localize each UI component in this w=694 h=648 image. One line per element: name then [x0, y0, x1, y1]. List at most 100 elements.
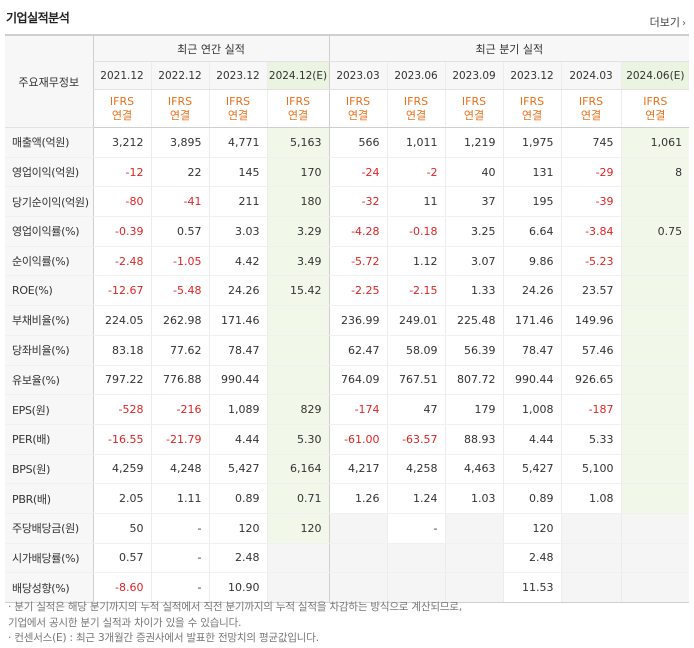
value-cell: 0.57 — [150, 216, 209, 247]
value-cell: -5.23 — [560, 246, 622, 277]
value-cell — [620, 246, 690, 277]
value-cell: 5.33 — [560, 424, 622, 455]
value-cell: -528 — [92, 394, 151, 425]
value-cell: 57.46 — [560, 335, 622, 366]
value-cell: 0.89 — [502, 483, 562, 514]
table-row: 부채비율(%) 224.05 262.98 171.46 236.99 249.01 225… — [5, 305, 690, 336]
table-row: BPS(원) 4,259 4,248 5,427 6,164 4,217 4,258 4,46… — [5, 454, 690, 485]
value-cell: 5.30 — [266, 424, 330, 455]
value-cell: 37 — [444, 186, 504, 218]
row-label: ROE(%) — [5, 275, 93, 307]
value-cell: 776.88 — [150, 365, 209, 396]
row-label: 영업이익(억원) — [5, 157, 93, 188]
value-cell: 171.46 — [208, 305, 267, 336]
ifrs-consolidated-label: 연결 — [521, 108, 543, 122]
row-label: PBR(배) — [5, 483, 93, 514]
value-cell: 180 — [266, 186, 330, 218]
more-link-label: 더보기 — [649, 16, 680, 29]
period-header: 2022.12 — [150, 61, 209, 90]
row-label: 순이익률(%) — [5, 246, 93, 277]
value-cell: - — [150, 512, 209, 544]
footnotes: · 분기 실적은 해당 분기까지의 누적 실적에서 직전 분기까지의 누적 실적… — [8, 600, 462, 647]
value-cell: 0.57 — [92, 543, 151, 574]
value-cell: 88.93 — [444, 424, 504, 455]
ifrs-header: IFRS 연결 — [560, 89, 622, 128]
row-label: BPS(원) — [5, 454, 93, 485]
period-header: 2021.12 — [92, 61, 151, 90]
row-label: PER(배) — [5, 424, 93, 455]
value-cell: 1,089 — [208, 394, 267, 425]
ifrs-header: IFRS 연결 — [150, 89, 209, 128]
value-cell — [328, 512, 388, 544]
value-cell: 40 — [444, 157, 504, 188]
value-cell: 50 — [92, 512, 151, 544]
value-cell: -4.28 — [328, 216, 388, 247]
value-cell: 4,463 — [444, 454, 504, 485]
value-cell: -174 — [328, 394, 388, 425]
value-cell: -16.55 — [92, 424, 151, 455]
value-cell: 6,164 — [266, 454, 330, 485]
value-cell: 1,061 — [620, 127, 690, 158]
ifrs-consolidated-label: 연결 — [111, 108, 133, 122]
value-cell: 145 — [208, 157, 267, 188]
value-cell: -12 — [92, 157, 151, 188]
value-cell: 15.42 — [266, 275, 330, 307]
ifrs-header: IFRS 연결 — [620, 89, 690, 128]
value-cell: 24.26 — [208, 275, 267, 307]
chevron-right-icon: › — [682, 18, 686, 29]
value-cell: 5,427 — [502, 454, 562, 485]
value-cell: -41 — [150, 186, 209, 218]
ifrs-consolidated-label: 연결 — [227, 108, 249, 122]
ifrs-label: IFRS — [519, 94, 545, 108]
period-header: 2023.03 — [328, 61, 388, 90]
value-cell: -2 — [386, 157, 446, 188]
value-cell — [560, 512, 622, 544]
value-cell: 62.47 — [328, 335, 388, 366]
annual-group-header: 최근 연간 실적 — [92, 34, 330, 62]
ifrs-consolidated-label: 연결 — [169, 108, 191, 122]
ifrs-label: IFRS — [225, 94, 251, 108]
ifrs-consolidated-label: 연결 — [580, 108, 602, 122]
value-cell: 83.18 — [92, 335, 151, 366]
value-cell — [266, 543, 330, 574]
period-header: 2023.12 — [502, 61, 562, 90]
value-cell: 78.47 — [502, 335, 562, 366]
value-cell — [620, 483, 690, 514]
value-cell — [620, 305, 690, 336]
value-cell: -24 — [328, 157, 388, 188]
value-cell — [620, 572, 690, 603]
value-cell: -8.60 — [92, 572, 151, 603]
value-cell: 4,259 — [92, 454, 151, 485]
row-label: 시가배당률(%) — [5, 543, 93, 574]
value-cell: -29 — [560, 157, 622, 188]
value-cell: -2.25 — [328, 275, 388, 307]
value-cell: 0.89 — [208, 483, 267, 514]
table-row: 영업이익률(%) -0.39 0.57 3.03 3.29 -4.28 -0.18 3.25 6… — [5, 216, 690, 247]
table-row: 영업이익(억원) -12 22 145 170 -24 -2 40 131 -29 8 — [5, 157, 690, 188]
value-cell: 2.48 — [208, 543, 267, 574]
value-cell: 10.90 — [208, 572, 267, 603]
value-cell: 764.09 — [328, 365, 388, 396]
ifrs-header: IFRS 연결 — [386, 89, 446, 128]
ifrs-label: IFRS — [285, 94, 311, 108]
value-cell: 195 — [502, 186, 562, 218]
value-cell: 225.48 — [444, 305, 504, 336]
ifrs-header: IFRS 연결 — [444, 89, 504, 128]
value-cell: 1.11 — [150, 483, 209, 514]
value-cell: 224.05 — [92, 305, 151, 336]
ifrs-consolidated-label: 연결 — [405, 108, 427, 122]
value-cell: -3.84 — [560, 216, 622, 247]
value-cell: -61.00 — [328, 424, 388, 455]
value-cell: 797.22 — [92, 365, 151, 396]
footnote-line: · 분기 실적은 해당 분기까지의 누적 실적에서 직전 분기까지의 누적 실적… — [8, 601, 462, 613]
value-cell: 23.57 — [560, 275, 622, 307]
value-cell: 4,771 — [208, 127, 267, 158]
value-cell: -216 — [150, 394, 209, 425]
value-cell — [266, 365, 330, 396]
more-link[interactable]: 더보기 › — [650, 14, 686, 30]
value-cell: 566 — [328, 127, 388, 158]
value-cell: 2.48 — [502, 543, 562, 574]
table-row: 순이익률(%) -2.48 -1.05 4.42 3.49 -5.72 1.12 3.07 9.… — [5, 246, 690, 277]
value-cell: 0.75 — [620, 216, 690, 247]
value-cell: 120 — [208, 512, 267, 544]
